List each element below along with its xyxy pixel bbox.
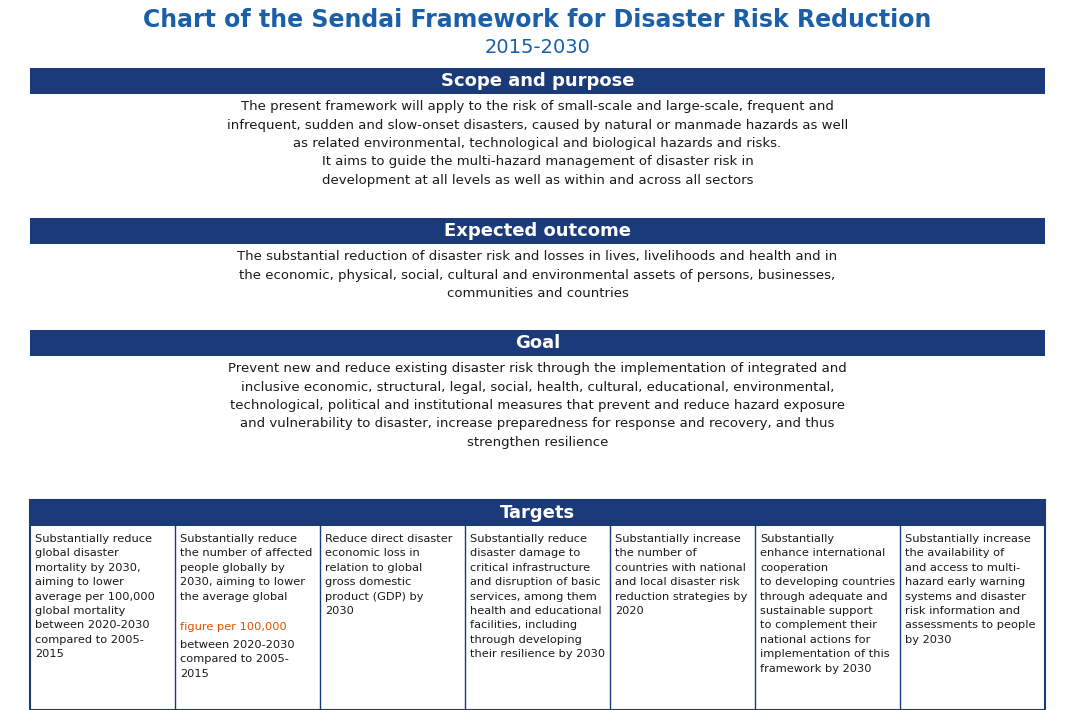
Bar: [30, 500, 1045, 710]
Text: Expected outcome: Expected outcome: [444, 222, 631, 240]
Text: Scope and purpose: Scope and purpose: [441, 72, 634, 90]
Bar: [30, 500, 1045, 526]
Text: Substantially reduce
global disaster
mortality by 2030,
aiming to lower
average : Substantially reduce global disaster mor…: [35, 534, 155, 659]
Bar: [30, 330, 1045, 356]
Text: figure per 100,000: figure per 100,000: [180, 622, 287, 633]
Text: Substantially
enhance international
cooperation
to developing countries
through : Substantially enhance international coop…: [760, 534, 895, 674]
Text: Substantially increase
the availability of
and access to multi-
hazard early war: Substantially increase the availability …: [905, 534, 1035, 645]
Text: Prevent new and reduce existing disaster risk through the implementation of inte: Prevent new and reduce existing disaster…: [228, 362, 847, 449]
Text: Substantially reduce
disaster damage to
critical infrastructure
and disruption o: Substantially reduce disaster damage to …: [470, 534, 605, 659]
Text: The substantial reduction of disaster risk and losses in lives, livelihoods and : The substantial reduction of disaster ri…: [238, 250, 837, 300]
Text: The present framework will apply to the risk of small-scale and large-scale, fre: The present framework will apply to the …: [227, 100, 848, 187]
Text: Targets: Targets: [500, 504, 575, 522]
Text: Substantially increase
the number of
countries with national
and local disaster : Substantially increase the number of cou…: [615, 534, 747, 616]
Bar: [30, 218, 1045, 244]
Text: 2015-2030: 2015-2030: [485, 38, 590, 57]
Text: Substantially reduce
the number of affected
people globally by
2030, aiming to l: Substantially reduce the number of affec…: [180, 534, 313, 601]
Text: Reduce direct disaster
economic loss in
relation to global
gross domestic
produc: Reduce direct disaster economic loss in …: [325, 534, 453, 616]
Bar: [30, 68, 1045, 94]
Text: Chart of the Sendai Framework for Disaster Risk Reduction: Chart of the Sendai Framework for Disast…: [143, 8, 932, 32]
Text: between 2020-2030
compared to 2005-
2015: between 2020-2030 compared to 2005- 2015: [180, 640, 295, 679]
Text: Goal: Goal: [515, 334, 560, 352]
